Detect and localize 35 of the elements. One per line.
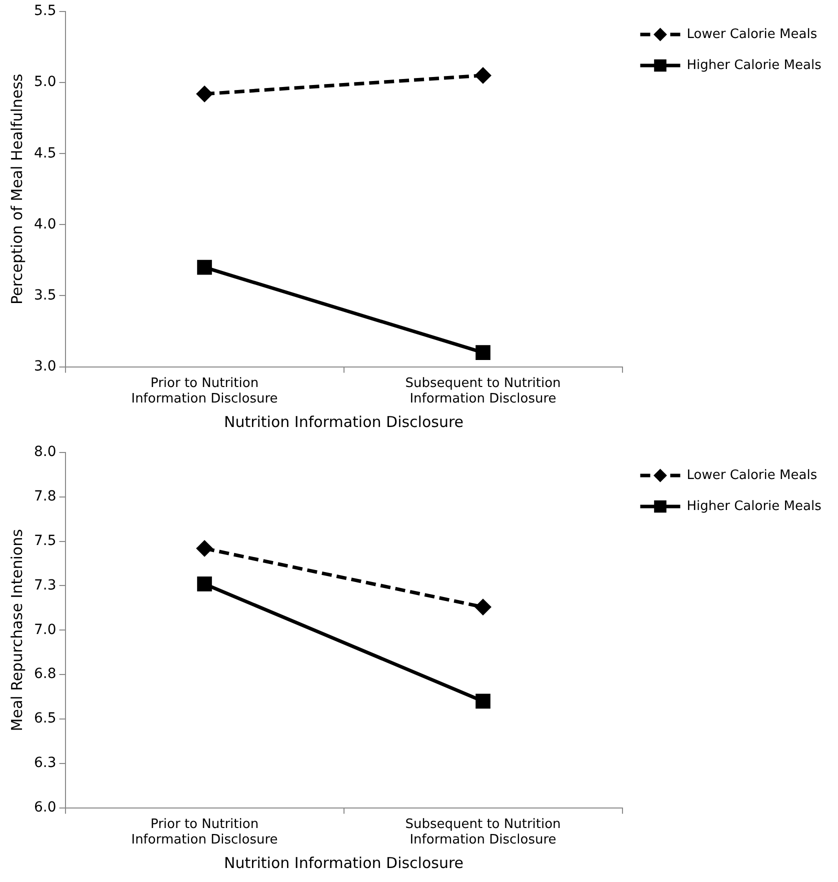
y-tick-label: 6.0: [34, 799, 56, 816]
y-tick-label: 5.5: [34, 3, 56, 20]
point: [197, 260, 212, 275]
y-tick-label: 3.0: [34, 358, 56, 374]
point: [475, 68, 491, 84]
y-axis-title: Perception of Meal Healfulness: [8, 74, 26, 305]
point: [475, 599, 491, 615]
y-axis-title: Meal Repurchase Intenions: [8, 528, 26, 732]
x-tick-label: Prior to Nutrition Information Disclosure: [131, 376, 278, 407]
y-tick-label: 8.0: [34, 444, 56, 460]
x-axis-title: Nutrition Information Disclosure: [224, 412, 464, 431]
y-tick-label: 4.5: [34, 145, 56, 162]
y-tick-label: 7.8: [34, 488, 56, 505]
y-tick-label: 4.0: [34, 216, 56, 232]
x-axis-title: Nutrition Information Disclosure: [224, 854, 464, 872]
point: [197, 576, 212, 592]
point: [196, 86, 212, 102]
y-tick-label: 6.5: [34, 710, 56, 727]
y-tick-label: 7.3: [34, 577, 56, 594]
y-tick-label: 5.0: [34, 74, 56, 90]
y-tick-label: 7.0: [34, 622, 56, 638]
legend-label: Lower Calorie Meals: [686, 468, 818, 483]
point: [476, 694, 490, 709]
point: [476, 345, 490, 360]
y-tick-label: 6.3: [34, 755, 56, 772]
y-tick-label: 7.5: [34, 532, 56, 549]
legend-label: Lower Calorie Meals: [686, 26, 818, 42]
y-tick-label: 6.8: [34, 666, 56, 682]
legend-label: Higher Calorie Meals: [686, 498, 822, 514]
legend-label: Higher Calorie Meals: [686, 58, 822, 73]
y-tick-label: 3.5: [34, 287, 56, 304]
x-tick-label: Prior to Nutrition Information Disclosure: [131, 816, 278, 848]
point: [196, 540, 212, 556]
x-tick-label: Subsequent to Nutrition Information Disclosure: [405, 816, 561, 848]
x-tick-label: Subsequent to Nutrition Information Disclosure: [405, 376, 561, 407]
